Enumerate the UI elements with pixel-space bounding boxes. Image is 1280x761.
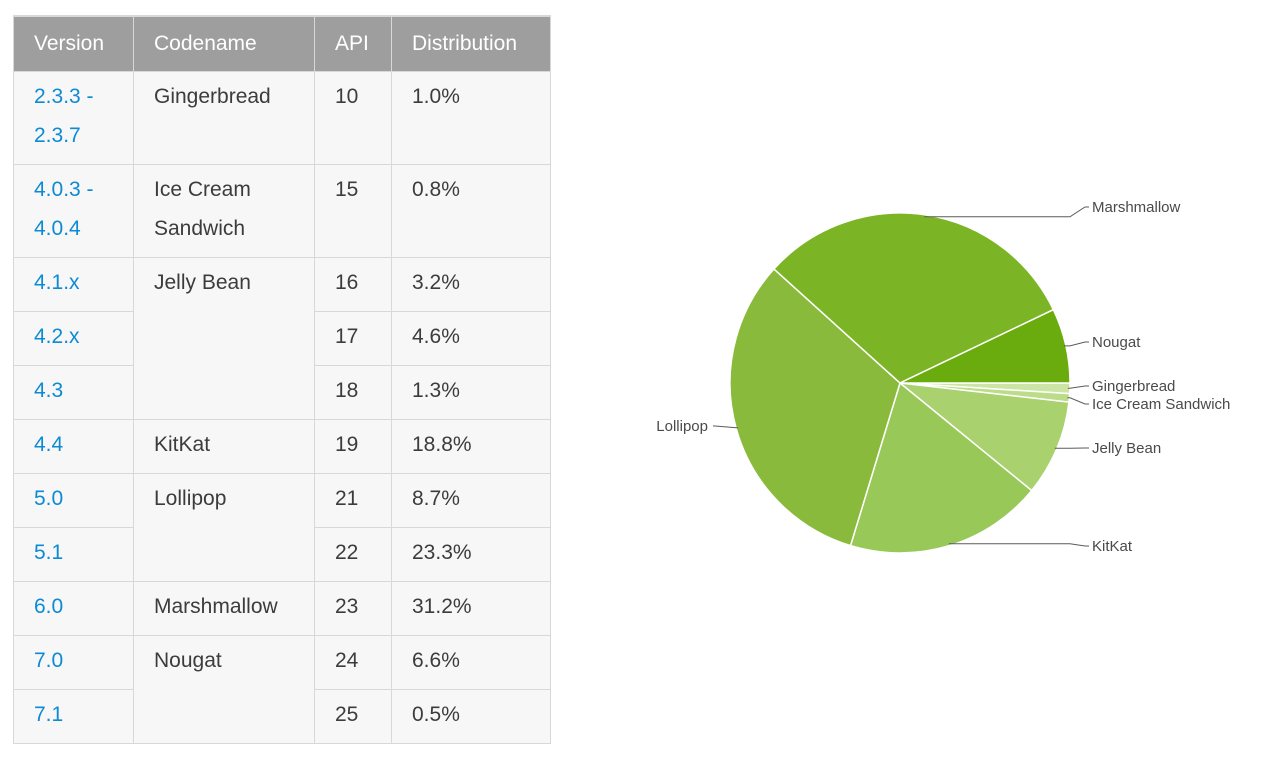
version-link[interactable]: 4.1.x — [13, 257, 134, 312]
api-cell: 10 — [314, 71, 392, 165]
pie-label-ice-cream-sandwich: Ice Cream Sandwich — [1092, 396, 1230, 413]
pie-label-marshmallow: Marshmallow — [1092, 199, 1181, 216]
codename-cell: Lollipop — [133, 473, 315, 582]
table-row: 4.3 18 1.3% — [13, 365, 551, 420]
distribution-cell: 4.6% — [391, 311, 551, 366]
table-row: 4.0.3 -4.0.4 Ice Cream Sandwich 15 0.8% — [13, 164, 551, 258]
codename-cell: KitKat — [133, 419, 315, 474]
header-api: API — [314, 15, 392, 72]
version-link[interactable]: 5.1 — [13, 527, 134, 582]
distribution-cell: 1.0% — [391, 71, 551, 165]
table-row: 6.0 Marshmallow 23 31.2% — [13, 581, 551, 636]
pie-leader-line — [1067, 385, 1089, 389]
version-link[interactable]: 4.0.3 -4.0.4 — [13, 164, 134, 258]
version-link[interactable]: 4.3 — [13, 365, 134, 420]
api-cell: 17 — [314, 311, 392, 366]
table-header-row: Version Codename API Distribution — [13, 15, 551, 72]
version-link[interactable]: 4.2.x — [13, 311, 134, 366]
table-row: 5.0 Lollipop 21 8.7% — [13, 473, 551, 582]
codename-cell: Jelly Bean — [133, 257, 315, 420]
distribution-cell: 1.3% — [391, 365, 551, 420]
pie-leader-line — [948, 543, 1089, 547]
distribution-cell: 8.7% — [391, 473, 551, 528]
distribution-cell: 31.2% — [391, 581, 551, 636]
header-distribution: Distribution — [391, 15, 551, 72]
codename-cell: Gingerbread — [133, 71, 315, 165]
api-cell: 23 — [314, 581, 392, 636]
codename-cell: Nougat — [133, 635, 315, 744]
pie-label-lollipop: Lollipop — [656, 418, 708, 435]
pie-slice-lollipop — [729, 267, 901, 547]
table-row: 4.1.x Jelly Bean 16 3.2% — [13, 257, 551, 420]
table-row: 7.1 25 0.5% — [13, 689, 551, 744]
version-link[interactable]: 4.4 — [13, 419, 134, 474]
pie-slice-marshmallow — [772, 212, 1055, 384]
api-cell: 15 — [314, 164, 392, 258]
pie-leader-lines — [713, 206, 1089, 547]
pie-leader-line — [924, 206, 1089, 218]
header-codename: Codename — [133, 15, 315, 72]
codename-cell: Marshmallow — [133, 581, 315, 636]
pie-label-kitkat: KitKat — [1092, 538, 1133, 555]
distribution-cell: 18.8% — [391, 419, 551, 474]
pie-slice-kitkat — [849, 381, 1033, 554]
pie-leader-line — [1063, 341, 1089, 347]
api-cell: 25 — [314, 689, 392, 744]
api-cell: 22 — [314, 527, 392, 582]
api-cell: 21 — [314, 473, 392, 528]
pie-leader-line — [1067, 397, 1089, 405]
version-link[interactable]: 2.3.3 -2.3.7 — [13, 71, 134, 165]
pie-label-gingerbread: Gingerbread — [1092, 378, 1175, 395]
table-row: 5.1 22 23.3% — [13, 527, 551, 582]
table-row: 2.3.3 -2.3.7 Gingerbread 10 1.0% — [13, 71, 551, 165]
table-row: 4.2.x 17 4.6% — [13, 311, 551, 366]
pie-slices — [729, 212, 1071, 554]
api-cell: 18 — [314, 365, 392, 420]
distribution-cell: 23.3% — [391, 527, 551, 582]
codename-cell: Ice Cream Sandwich — [133, 164, 315, 258]
distribution-cell: 6.6% — [391, 635, 551, 690]
version-link[interactable]: 5.0 — [13, 473, 134, 528]
distribution-cell: 0.8% — [391, 164, 551, 258]
api-cell: 24 — [314, 635, 392, 690]
distribution-cell: 0.5% — [391, 689, 551, 744]
api-cell: 19 — [314, 419, 392, 474]
pie-slice-jelly-bean — [897, 381, 1070, 492]
version-link[interactable]: 6.0 — [13, 581, 134, 636]
pie-label-nougat: Nougat — [1092, 334, 1141, 351]
distribution-cell: 3.2% — [391, 257, 551, 312]
pie-label-jelly-bean: Jelly Bean — [1092, 440, 1161, 457]
version-link[interactable]: 7.1 — [13, 689, 134, 744]
version-link[interactable]: 7.0 — [13, 635, 134, 690]
header-version: Version — [13, 15, 134, 72]
table-row: 4.4 KitKat 19 18.8% — [13, 419, 551, 474]
distribution-table: Version Codename API Distribution 2.3.3 … — [13, 15, 551, 744]
api-cell: 16 — [314, 257, 392, 312]
table-row: 7.0 Nougat 24 6.6% — [13, 635, 551, 744]
pie-leader-line — [713, 425, 739, 429]
